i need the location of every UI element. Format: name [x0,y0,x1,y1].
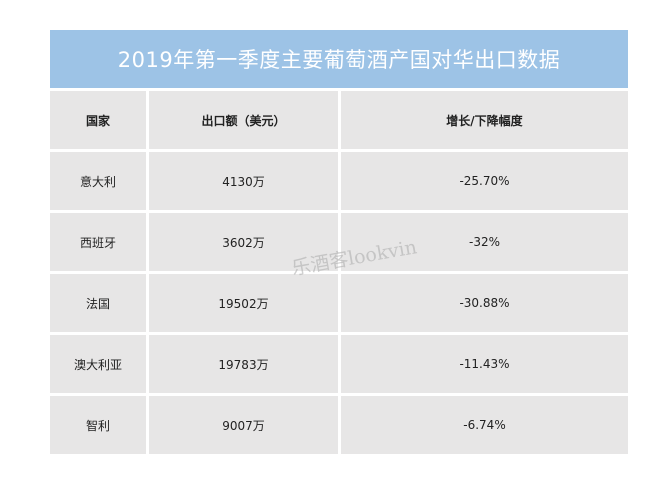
change-cell: -11.43% [341,335,628,393]
export-table: 2019年第一季度主要葡萄酒产国对华出口数据 国家 出口额（美元） 增长/下降幅… [50,30,628,454]
export-value-cell: 19783万 [149,335,338,393]
export-value-cell: 4130万 [149,152,338,210]
country-cell: 西班牙 [50,213,146,271]
country-cell: 澳大利亚 [50,335,146,393]
table-row: 智利 9007万 -6.74% [50,396,628,454]
export-value-cell: 9007万 [149,396,338,454]
table-row: 澳大利亚 19783万 -11.43% [50,335,628,393]
table-title: 2019年第一季度主要葡萄酒产国对华出口数据 [50,30,628,88]
header-export-value: 出口额（美元） [149,91,338,149]
header-row: 国家 出口额（美元） 增长/下降幅度 [50,91,628,149]
change-cell: -6.74% [341,396,628,454]
country-cell: 法国 [50,274,146,332]
country-cell: 智利 [50,396,146,454]
change-cell: -32% [341,213,628,271]
table-row: 意大利 4130万 -25.70% [50,152,628,210]
country-cell: 意大利 [50,152,146,210]
header-change: 增长/下降幅度 [341,91,628,149]
change-cell: -25.70% [341,152,628,210]
export-value-cell: 19502万 [149,274,338,332]
change-cell: -30.88% [341,274,628,332]
table-row: 西班牙 3602万 -32% [50,213,628,271]
export-value-cell: 3602万 [149,213,338,271]
table-row: 法国 19502万 -30.88% [50,274,628,332]
header-country: 国家 [50,91,146,149]
